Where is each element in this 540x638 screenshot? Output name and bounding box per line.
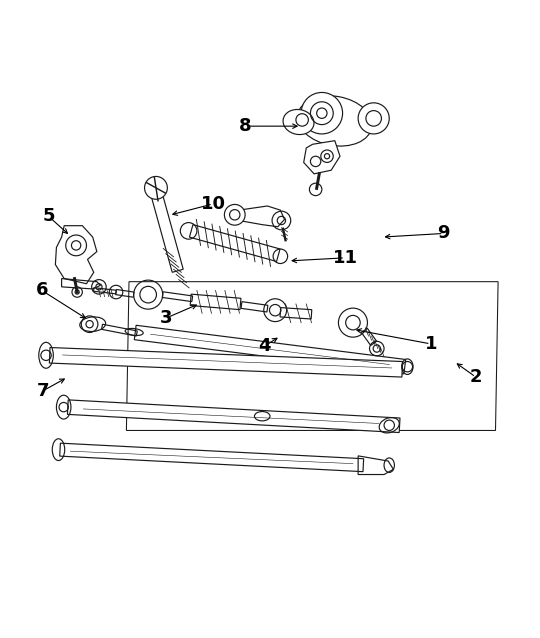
- Polygon shape: [239, 206, 285, 226]
- Circle shape: [358, 103, 389, 134]
- Ellipse shape: [283, 110, 314, 135]
- Text: 8: 8: [239, 117, 252, 135]
- Text: 11: 11: [333, 249, 357, 267]
- Text: 9: 9: [437, 225, 450, 242]
- Text: 2: 2: [470, 368, 482, 386]
- Circle shape: [145, 177, 167, 199]
- Polygon shape: [134, 325, 406, 374]
- Polygon shape: [68, 400, 400, 433]
- Text: 5: 5: [43, 207, 55, 225]
- Polygon shape: [303, 140, 340, 174]
- Text: 4: 4: [259, 337, 271, 355]
- Polygon shape: [60, 443, 363, 471]
- Text: 6: 6: [36, 281, 48, 299]
- Polygon shape: [149, 185, 183, 272]
- Text: 10: 10: [200, 195, 226, 213]
- Text: 3: 3: [160, 309, 173, 327]
- Polygon shape: [49, 348, 402, 377]
- Ellipse shape: [298, 96, 372, 146]
- Circle shape: [301, 93, 342, 134]
- Polygon shape: [190, 225, 280, 262]
- Circle shape: [225, 204, 245, 225]
- Text: 1: 1: [424, 335, 437, 353]
- Text: 7: 7: [37, 382, 50, 399]
